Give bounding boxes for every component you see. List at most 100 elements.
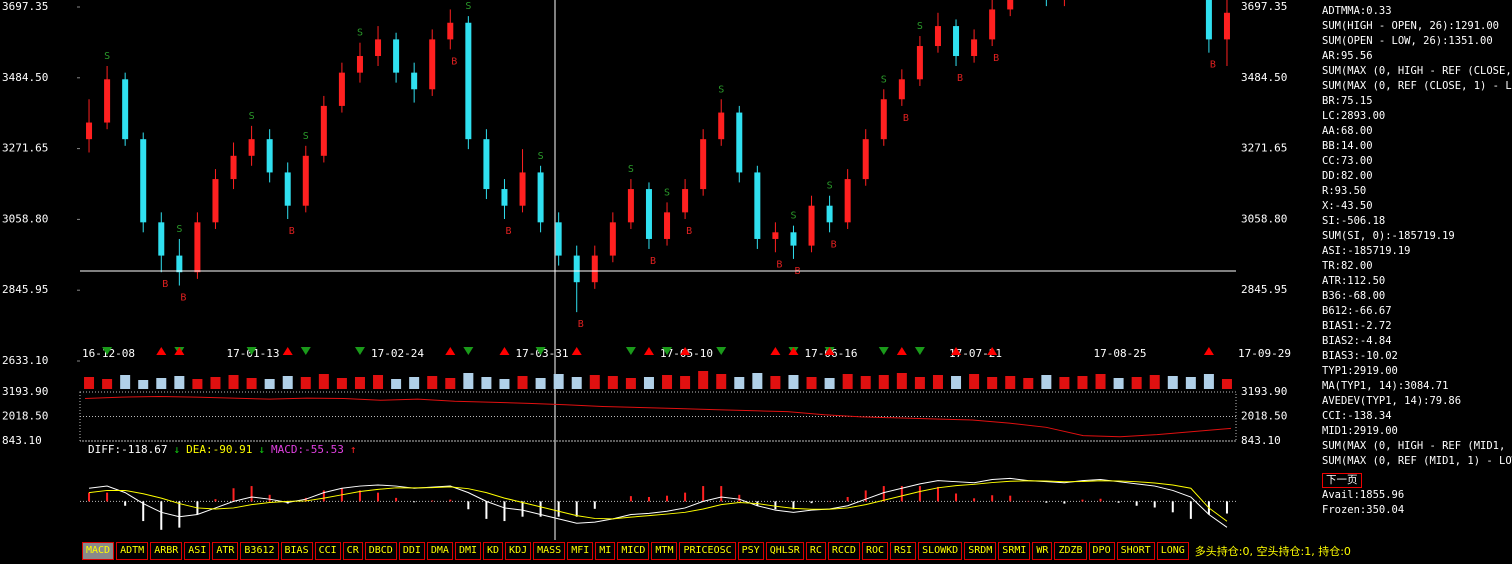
candle-body (609, 222, 616, 256)
volume-bar (932, 375, 943, 389)
buy-mark: B (650, 256, 656, 267)
indicator-line: LC:2893.00 (1322, 110, 1386, 122)
indicator-line: SUM(MAX (0, REF (CLOSE, 1) - LOW (1322, 80, 1512, 92)
buy-arrow (951, 347, 962, 355)
indicator-line: AA:68.00 (1322, 125, 1373, 137)
volume-bar (1059, 377, 1070, 389)
indicator-tab[interactable]: RC (805, 542, 826, 560)
indicator-tab[interactable]: CCI (314, 542, 341, 560)
volume-bar (517, 376, 528, 389)
volume-bar (824, 378, 835, 389)
indicator-tab[interactable]: SHORT (1116, 542, 1155, 560)
candle-body (447, 22, 454, 40)
indicator-tab[interactable]: MTM (651, 542, 678, 560)
indicator-tab[interactable]: DBCD (364, 542, 397, 560)
sell-arrow (625, 347, 636, 355)
buy-arrow (788, 347, 799, 355)
volume-bar (625, 378, 636, 389)
volume-bar (84, 377, 95, 389)
buy-mark: B (993, 53, 999, 64)
indicator-line: R:93.50 (1322, 185, 1367, 197)
volume-bar (662, 375, 673, 389)
volume-bar (589, 375, 600, 389)
buy-mark: B (289, 226, 295, 237)
macd-bar (738, 494, 741, 502)
macd-bar (485, 501, 488, 519)
macd-bar (431, 500, 434, 502)
macd-bar (918, 486, 921, 502)
indicator-tab[interactable]: ROC (861, 542, 889, 560)
indicator-tab[interactable]: SLOWKD (918, 542, 963, 560)
macd-bar (1081, 499, 1084, 502)
candle-body (934, 26, 941, 47)
indicator-tab[interactable]: WR (1032, 542, 1053, 560)
volume-bar (698, 371, 709, 389)
indicator-tab[interactable]: DMA (426, 542, 453, 560)
indicator-tab[interactable]: MI (595, 542, 616, 560)
candle-body (284, 172, 291, 206)
candle-body (537, 172, 544, 223)
macd-bar (720, 486, 723, 502)
buy-mark: B (903, 113, 909, 124)
macd-bar (322, 490, 325, 502)
indicator-tab[interactable]: B3612 (240, 542, 279, 560)
indicator-tab[interactable]: CR (342, 542, 363, 560)
indicator-tab[interactable]: BIAS (280, 542, 313, 560)
date-label: 17-01-13 (227, 347, 280, 360)
volume-bar (951, 376, 962, 389)
sell-mark: S (176, 224, 182, 235)
indicator-tab[interactable]: ADTM (116, 542, 149, 560)
indicator-tab[interactable]: MACD (82, 542, 115, 560)
macd-bar (684, 492, 687, 502)
sell-mark: S (538, 151, 544, 162)
indicator-tab[interactable]: ASI (184, 542, 211, 560)
date-label: 17-09-29 (1238, 347, 1291, 360)
indicator-tab[interactable]: PSY (737, 542, 764, 560)
indicator-tab[interactable]: PRICEOSC (679, 542, 736, 560)
indicator-tab[interactable]: DPO (1088, 542, 1115, 560)
indicator-tab[interactable]: SRDM (964, 542, 997, 560)
volume-bar (680, 376, 691, 389)
buy-mark: B (162, 279, 168, 290)
sub-tick-label-right: 2018.50 (1241, 410, 1287, 423)
indicator-tab[interactable]: KDJ (505, 542, 532, 560)
indicator-tab[interactable]: ATR (212, 542, 239, 560)
volume-bar (607, 376, 618, 389)
indicator-tab[interactable]: ZDZB (1054, 542, 1087, 560)
indicator-line: DD:82.00 (1322, 170, 1373, 182)
candle-body (627, 189, 634, 223)
sell-arrow (662, 347, 673, 355)
volume-bar (373, 375, 384, 389)
macd-bar (702, 486, 705, 502)
macd-bar (88, 492, 91, 502)
indicator-tab[interactable]: DMI (454, 542, 481, 560)
indicator-tab[interactable]: DDI (398, 542, 425, 560)
macd-bar (1045, 501, 1048, 503)
macd-bar (792, 501, 795, 510)
candle-body (953, 26, 960, 57)
sell-mark: S (718, 84, 724, 95)
indicator-tab[interactable]: MFI (567, 542, 594, 560)
volume-bar (300, 377, 311, 389)
candle-body (320, 105, 327, 156)
indicator-tab[interactable]: RCCD (827, 542, 860, 560)
next-page-button[interactable]: 下一页 (1322, 473, 1362, 488)
indicator-tab[interactable]: SRMI (998, 542, 1031, 560)
volume-bar (535, 378, 546, 389)
indicator-line: SUM(MAX (0, HIGH - REF (MID1, 1) (1322, 440, 1512, 452)
volume-bar (571, 377, 582, 389)
volume-bar (1149, 375, 1160, 389)
indicator-tab[interactable]: RSI (890, 542, 917, 560)
macd-bar (178, 501, 181, 528)
candle-body (338, 72, 345, 106)
sell-arrow (354, 347, 365, 355)
indicator-tab[interactable]: KD (483, 542, 504, 560)
indicator-line: AVEDEV(TYP1, 14):79.86 (1322, 395, 1462, 407)
indicator-tab[interactable]: ARBR (150, 542, 183, 560)
indicator-tab[interactable]: MICD (617, 542, 650, 560)
y-tick-label-right: 3484.50 (1241, 71, 1287, 84)
indicator-tab[interactable]: LONG (1156, 542, 1189, 560)
indicator-tab[interactable]: QHLSR (765, 542, 804, 560)
indicator-tab[interactable]: MASS (533, 542, 566, 560)
macd-bar (1117, 501, 1120, 503)
